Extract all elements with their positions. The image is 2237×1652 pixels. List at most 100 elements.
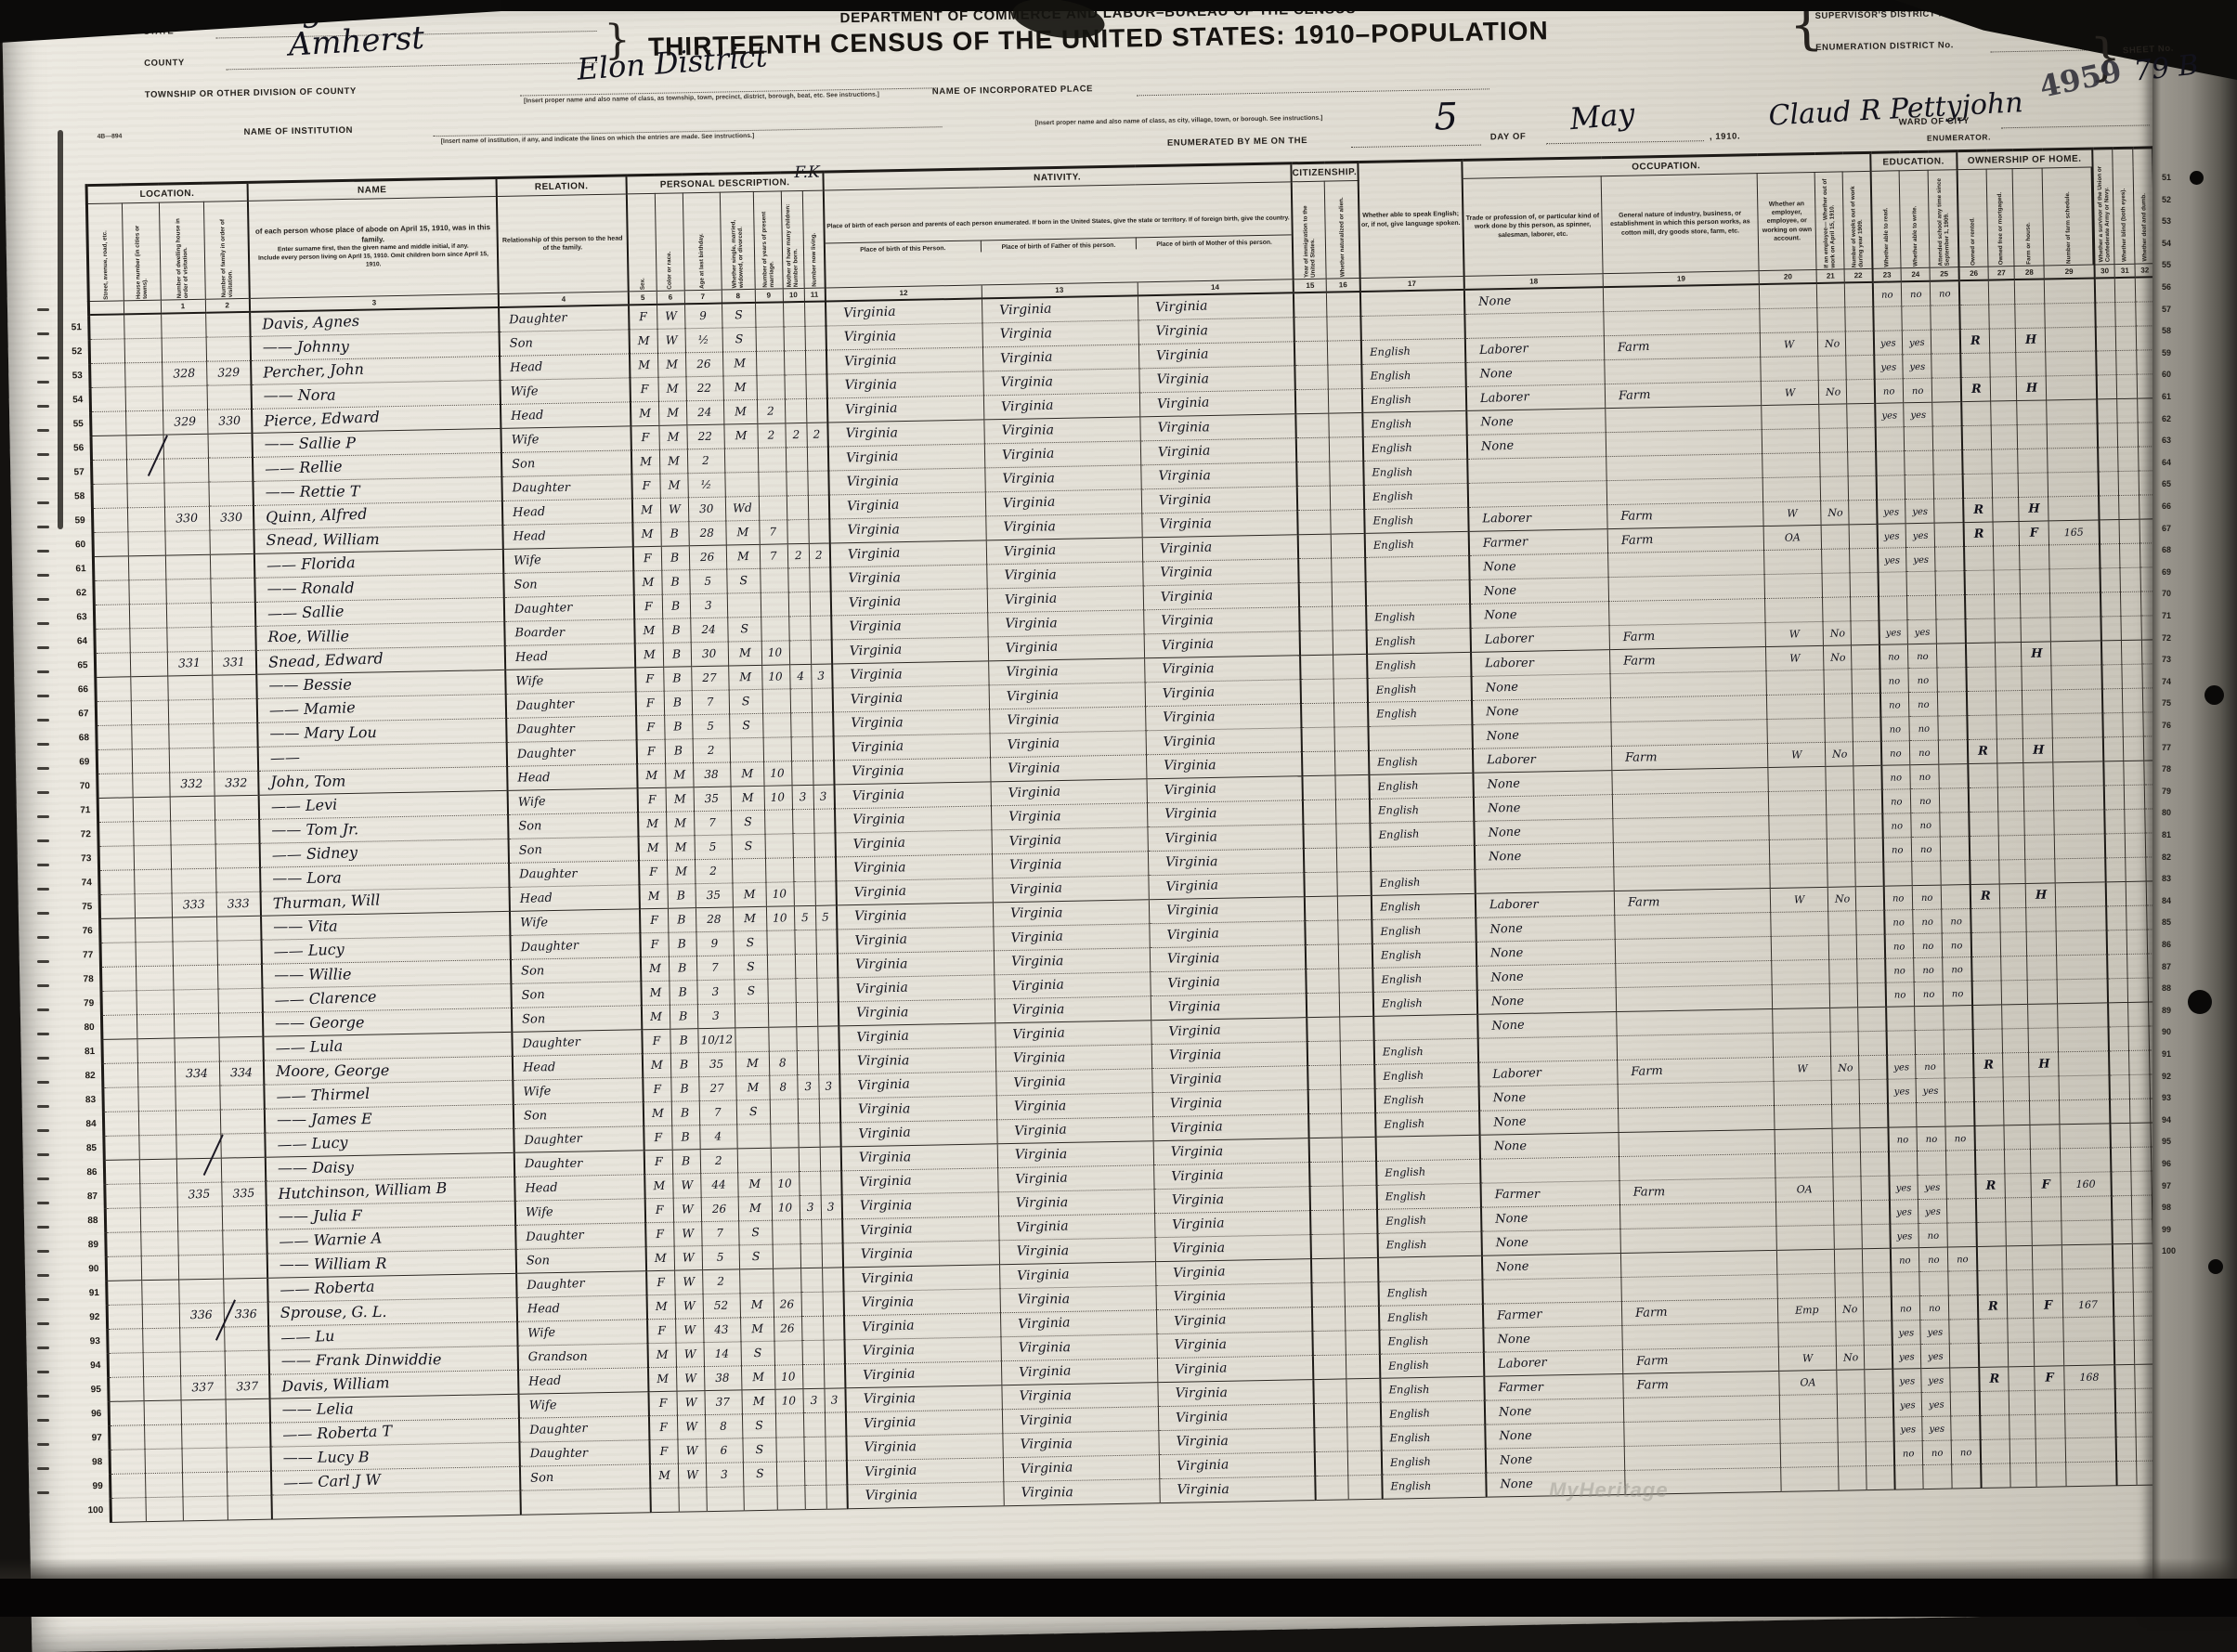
cell-house	[126, 506, 165, 532]
cell-race: M	[658, 449, 688, 474]
cell-trade: None	[1473, 794, 1614, 821]
cell-sex: F	[648, 1414, 678, 1440]
cell-race	[678, 1487, 707, 1512]
cell-ow	[1832, 1151, 1862, 1177]
cell-mort	[1992, 497, 2020, 522]
cell-imm	[1310, 1257, 1346, 1283]
cell-emp	[1777, 1272, 1836, 1298]
cell-rel: Son	[511, 1005, 643, 1032]
cell-fh	[2023, 810, 2055, 835]
cell-sched	[2061, 1219, 2113, 1245]
cell-vet	[2103, 784, 2125, 810]
cell-pm: Virginia	[1158, 1427, 1315, 1455]
cell-pf: Virginia	[998, 1237, 1155, 1265]
cell-ind	[1619, 1201, 1777, 1229]
cell-ind	[1614, 911, 1772, 940]
cell-trade: None	[1476, 939, 1616, 966]
cell-emp	[1759, 282, 1818, 309]
cell-trade: None	[1480, 1204, 1621, 1231]
cell-dw	[163, 433, 208, 459]
cell-trade: Laborer	[1475, 891, 1615, 917]
cell-emp: W	[1765, 644, 1825, 671]
cell-sex: M	[640, 956, 670, 982]
cell-street	[110, 1497, 146, 1522]
cell-age: 27	[698, 1075, 736, 1101]
cell-imm	[1305, 919, 1339, 945]
cell-nat	[1348, 1474, 1383, 1500]
cell-vet	[2104, 832, 2126, 858]
cell-street	[88, 314, 124, 340]
cell-ind	[1614, 863, 1771, 891]
cell-dw: 335	[176, 1181, 222, 1207]
cell-pb: Virginia	[838, 974, 995, 1002]
cell-vet	[2115, 1436, 2137, 1462]
edge-line-number: 86	[2162, 940, 2172, 949]
cell-mort	[1988, 280, 2015, 305]
cell-blind	[2123, 711, 2144, 736]
cell-mort	[1991, 449, 2019, 474]
cell-ow	[1836, 1369, 1866, 1394]
cell-mar: M	[723, 423, 758, 449]
cell-ow	[1818, 403, 1848, 428]
cell-read	[1875, 426, 1905, 451]
cell-rel: Son	[499, 329, 630, 356]
cell-rel: Son	[513, 1101, 644, 1128]
line-number: 65	[66, 653, 96, 678]
cell-street	[104, 1183, 140, 1208]
cell-school: no	[1941, 908, 1971, 933]
cell-mar	[736, 1123, 771, 1149]
edge-line-number: 76	[2162, 721, 2172, 730]
cell-eng: English	[1372, 965, 1477, 992]
column-number-school: 25	[1930, 267, 1959, 281]
cell-wk	[1858, 1054, 1888, 1080]
cell-vet	[2100, 640, 2123, 665]
cell-ow: No	[1836, 1345, 1865, 1370]
cell-eng: English	[1363, 482, 1468, 509]
line-number: 100	[82, 1497, 111, 1523]
cell-ind	[1621, 1273, 1778, 1301]
cell-age: 35	[695, 882, 733, 908]
cell-pm: Virginia	[1138, 389, 1296, 417]
cell-sex: M	[643, 1100, 672, 1126]
column-number-mort: 27	[1988, 266, 2015, 280]
cell-sex	[650, 1487, 679, 1513]
cell-house	[133, 844, 172, 870]
cell-age: 7	[694, 810, 732, 836]
cell-blind	[2130, 1146, 2152, 1171]
cell-blind	[2120, 566, 2141, 592]
cell-vet	[2113, 1339, 2135, 1365]
cell-fh	[2030, 1148, 2061, 1173]
cell-fh	[2014, 303, 2046, 329]
cell-mort	[2004, 1124, 2031, 1150]
cell-read: no	[1893, 1440, 1923, 1465]
edge-line-number: 68	[2162, 545, 2172, 555]
cell-read: no	[1884, 933, 1914, 958]
cell-pf: Virginia	[993, 947, 1151, 975]
cell-sched	[2059, 1074, 2110, 1100]
margin-stub-mark	[37, 767, 49, 770]
cell-house	[125, 458, 164, 484]
cell-write: yes	[1920, 1367, 1951, 1393]
cell-house	[140, 1230, 178, 1256]
cell-own: R	[1972, 1052, 2004, 1078]
line-number: 91	[78, 1280, 107, 1306]
cell-age: 3	[689, 592, 728, 618]
cell-blind	[2114, 277, 2136, 303]
cell-mar: Wd	[724, 495, 760, 521]
cell-ind	[1617, 1032, 1774, 1060]
cell-vet	[2107, 977, 2128, 1003]
cell-school	[1931, 401, 1962, 426]
cell-nat	[1347, 1425, 1382, 1451]
cell-own	[1964, 569, 1995, 595]
cell-pb: Virginia	[842, 1240, 1000, 1268]
cell-wk	[1848, 475, 1877, 501]
cell-ind: Farm	[1611, 743, 1769, 771]
cell-race: B	[663, 666, 692, 691]
cell-ow	[1826, 789, 1855, 814]
cell-wk	[1846, 402, 1876, 428]
cell-write: no	[1912, 884, 1942, 910]
cell-mar: M	[737, 1171, 772, 1197]
cell-ow	[1821, 548, 1851, 573]
cell-eng: English	[1377, 1230, 1482, 1257]
cell-rel: Head	[514, 1174, 645, 1201]
